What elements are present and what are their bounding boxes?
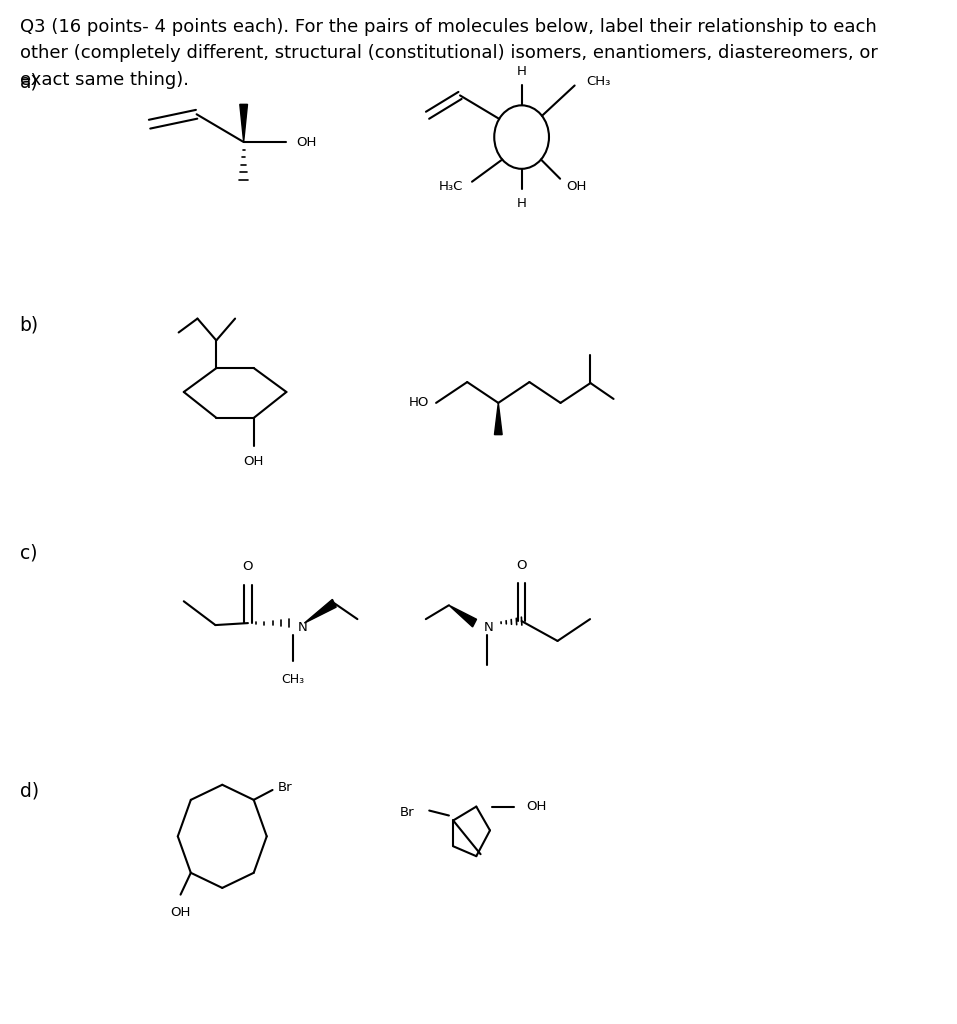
Text: HO: HO [409,396,430,410]
Polygon shape [495,402,502,434]
Text: d): d) [19,781,38,801]
Text: H₃C: H₃C [439,180,463,194]
Text: H: H [517,65,526,78]
Polygon shape [240,104,248,142]
Text: OH: OH [297,135,317,148]
Text: N: N [298,621,307,634]
Text: O: O [243,560,254,573]
Text: Br: Br [278,781,292,795]
Text: OH: OH [526,800,546,813]
Text: OH: OH [567,180,587,194]
Text: OH: OH [170,905,190,919]
Text: N: N [484,621,494,634]
Text: a): a) [19,73,38,91]
Text: CH₃: CH₃ [281,673,305,686]
Text: b): b) [19,315,38,335]
Text: H: H [517,197,526,210]
Text: Q3 (16 points- 4 points each). For the pairs of molecules below, label their rel: Q3 (16 points- 4 points each). For the p… [19,18,878,89]
Text: OH: OH [244,456,264,468]
Text: Br: Br [400,806,414,819]
Text: c): c) [19,544,37,563]
Polygon shape [304,599,336,623]
Text: O: O [517,558,527,571]
Text: CH₃: CH₃ [586,75,611,88]
Polygon shape [449,605,477,627]
